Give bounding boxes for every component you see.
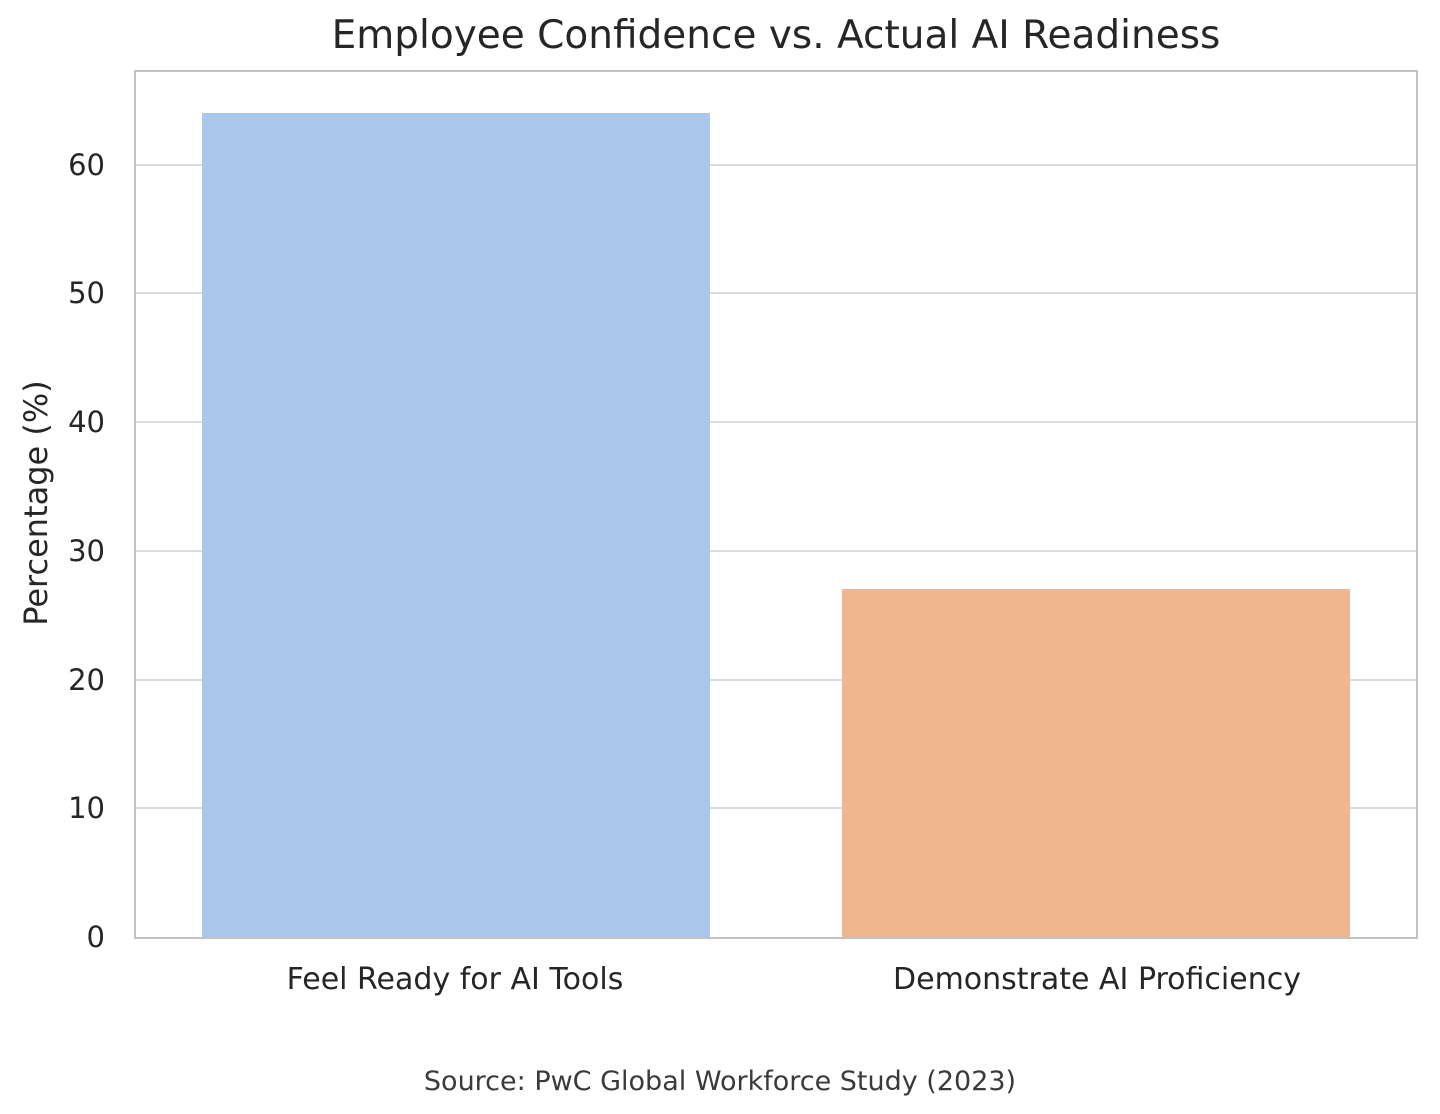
y-tick-label-60: 60 [68,147,105,182]
y-tick-label-40: 40 [68,405,105,440]
bar-feel-ready-for-ai-tools [202,113,710,937]
x-tick-label-demonstrate-ai-proficiency: Demonstrate AI Proficiency [893,962,1301,997]
gridline-60 [136,163,1416,166]
chart-title: Employee Confidence vs. Actual AI Readin… [331,13,1221,58]
gridline-10 [136,807,1416,810]
bar-demonstrate-ai-proficiency [842,589,1350,937]
y-tick-label-0: 0 [86,920,105,954]
gridline-50 [136,292,1416,295]
gridline-30 [136,549,1416,552]
gridline-20 [136,678,1416,681]
y-tick-label-20: 20 [68,662,105,697]
y-tick-label-50: 50 [68,276,105,311]
source-note: Source: PwC Global Workforce Study (2023… [423,1066,1017,1097]
x-tick-label-feel-ready-for-ai-tools: Feel Ready for AI Tools [286,962,624,997]
plot-area [134,70,1418,939]
y-tick-label-30: 30 [68,533,105,568]
gridline-40 [136,421,1416,424]
y-tick-label-10: 10 [68,791,105,826]
